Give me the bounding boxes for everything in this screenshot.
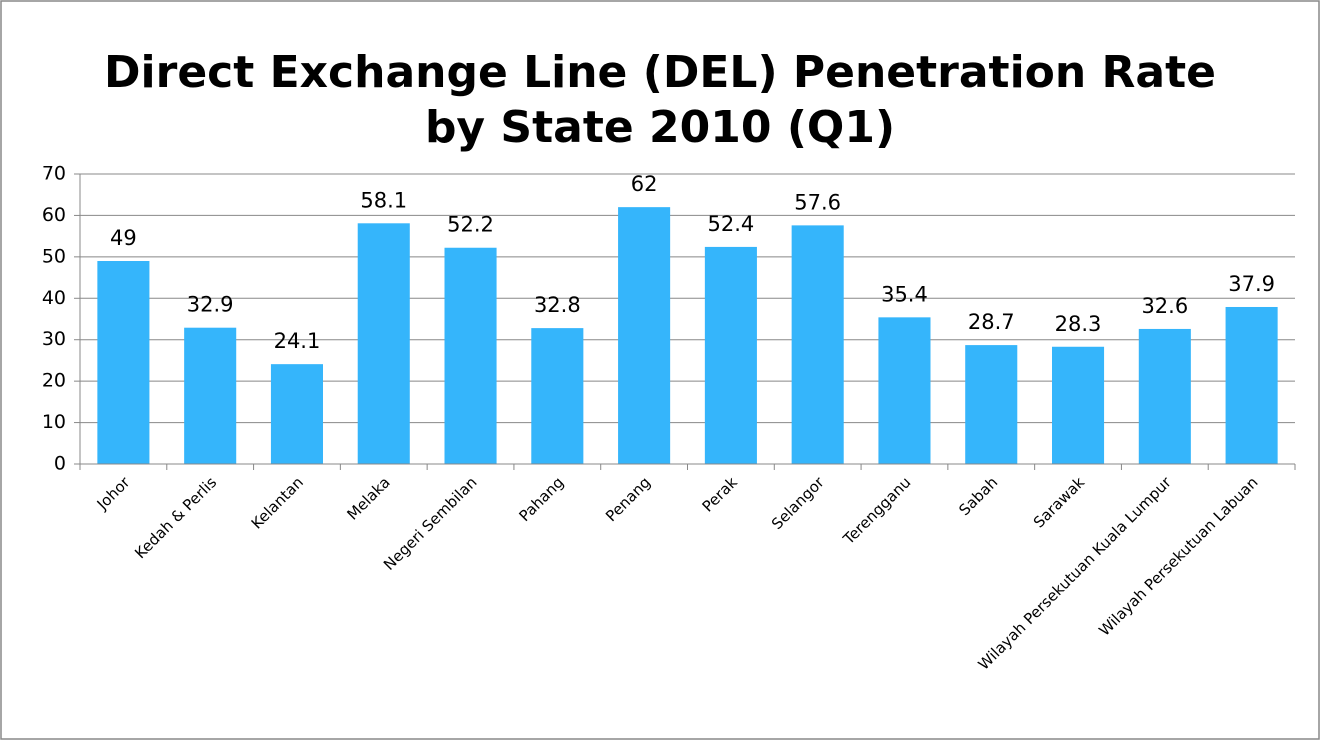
bar [444,247,497,464]
data-label: 35.4 [881,282,928,306]
data-label: 24.1 [274,329,321,353]
chart-title: by State 2010 (Q1) [425,102,895,153]
bar [357,223,410,464]
bar [531,328,584,464]
bar [1225,306,1278,464]
y-tick-label: 60 [42,204,66,226]
y-tick-label: 30 [42,328,66,350]
chart-title: Direct Exchange Line (DEL) Penetration R… [104,47,1216,98]
data-label: 58.1 [360,188,407,212]
y-tick-label: 10 [42,411,66,433]
y-tick-label: 40 [42,287,66,309]
bar [704,246,757,464]
y-tick-label: 70 [42,163,66,185]
bar [1052,346,1105,464]
data-label: 28.7 [968,310,1015,334]
bar [184,327,237,464]
bar [878,317,931,464]
bar [791,225,844,464]
data-label: 32.8 [534,293,581,317]
data-label: 32.6 [1141,294,1188,318]
y-tick-label: 20 [42,370,66,392]
data-label: 37.9 [1228,272,1275,296]
y-tick-label: 50 [42,245,66,267]
bar [97,261,150,464]
bar [270,364,323,464]
y-tick-label: 0 [54,453,66,475]
data-label: 32.9 [187,293,234,317]
data-label: 28.3 [1055,312,1102,336]
data-label: 52.2 [447,213,494,237]
data-label: 57.6 [794,190,841,214]
bar [1138,328,1191,464]
data-label: 52.4 [708,212,755,236]
bar [965,345,1018,464]
bar [618,207,671,464]
data-label: 49 [110,226,137,250]
data-label: 62 [631,172,658,196]
